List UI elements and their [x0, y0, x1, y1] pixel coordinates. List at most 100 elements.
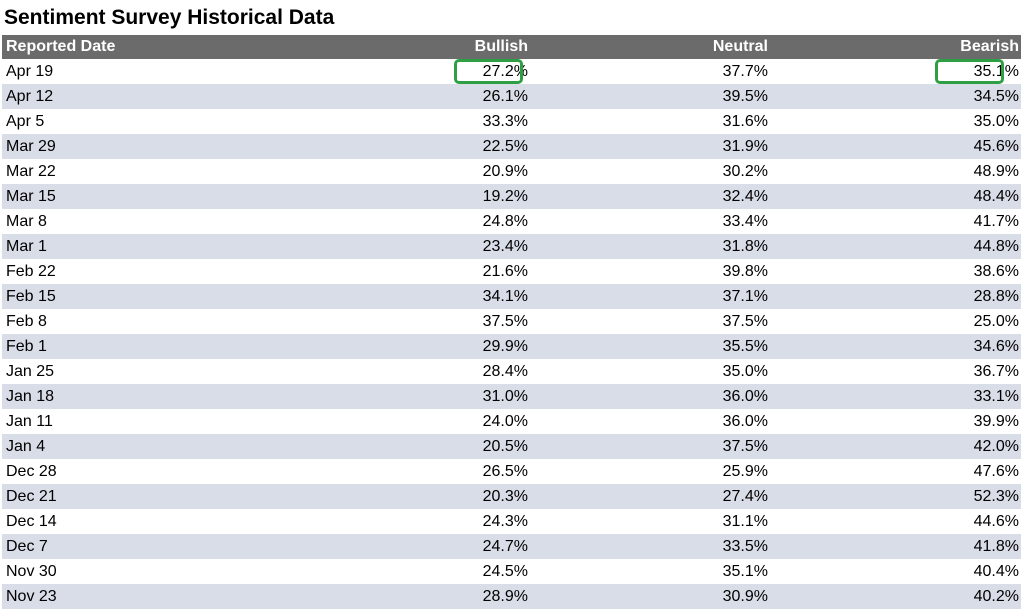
reported-date-cell: Dec 21 — [2, 484, 292, 509]
table-row: Apr 19 27.2% 37.7% 35.1% — [2, 59, 1021, 84]
table-row: Dec 7 24.7% 33.5% 41.8% — [2, 534, 1021, 559]
neutral-cell: 36.0% — [722, 413, 768, 430]
column-header-bullish: Bullish — [292, 35, 530, 59]
bearish-cell: 47.6% — [973, 463, 1019, 480]
bullish-cell: 24.3% — [482, 513, 528, 530]
bullish-cell: 34.1% — [292, 284, 530, 309]
reported-date-cell: Apr 19 — [6, 63, 54, 80]
bearish-cell: 36.7% — [973, 363, 1019, 380]
neutral-cell: 32.4% — [530, 184, 770, 209]
reported-date-cell: Dec 7 — [2, 534, 292, 559]
bearish-cell: 44.6% — [973, 513, 1019, 530]
table-header-row: Reported Date Bullish Neutral Bearish — [2, 35, 1021, 59]
table-row: Mar 1 23.4% 31.8% 44.8% — [2, 234, 1021, 259]
bearish-cell: 40.4% — [973, 563, 1019, 580]
column-header-bearish: Bearish — [770, 35, 1021, 59]
neutral-cell: 31.9% — [530, 134, 770, 159]
bullish-cell: 22.5% — [292, 134, 530, 159]
reported-date-cell: Nov 23 — [2, 584, 292, 609]
bullish-cell: 37.5% — [482, 313, 528, 330]
reported-date-cell: Feb 1 — [2, 334, 292, 359]
neutral-cell: 36.0% — [530, 384, 770, 409]
table-row: Mar 15 19.2% 32.4% 48.4% — [2, 184, 1021, 209]
bearish-cell: 41.7% — [973, 213, 1019, 230]
neutral-cell: 31.8% — [530, 234, 770, 259]
reported-date-cell: Nov 30 — [6, 563, 57, 580]
neutral-cell: 37.1% — [530, 284, 770, 309]
table-row: Jan 25 28.4% 35.0% 36.7% — [2, 359, 1021, 384]
reported-date-cell: Mar 15 — [2, 184, 292, 209]
sentiment-table: Reported Date Bullish Neutral Bearish Ap… — [2, 35, 1021, 609]
table-row: Dec 21 20.3% 27.4% 52.3% — [2, 484, 1021, 509]
bearish-cell: 34.6% — [770, 334, 1021, 359]
reported-date-cell: Dec 28 — [6, 463, 57, 480]
table-row: Feb 22 21.6% 39.8% 38.6% — [2, 259, 1021, 284]
table-row: Dec 14 24.3% 31.1% 44.6% — [2, 509, 1021, 534]
neutral-cell: 30.2% — [722, 163, 768, 180]
bullish-cell: 27.2% — [482, 63, 528, 80]
reported-date-cell: Mar 29 — [2, 134, 292, 159]
table-row: Mar 8 24.8% 33.4% 41.7% — [2, 209, 1021, 234]
table-row: Jan 4 20.5% 37.5% 42.0% — [2, 434, 1021, 459]
neutral-cell: 37.5% — [722, 313, 768, 330]
neutral-cell: 31.6% — [722, 113, 768, 130]
table-row: Nov 30 24.5% 35.1% 40.4% — [2, 559, 1021, 584]
table-row: Feb 8 37.5% 37.5% 25.0% — [2, 309, 1021, 334]
bearish-cell: 45.6% — [770, 134, 1021, 159]
reported-date-cell: Apr 5 — [6, 113, 45, 130]
bullish-cell: 20.5% — [292, 434, 530, 459]
table-body: Apr 19 27.2% 37.7% 35.1% Apr 12 26.1% 39.5% 34.… — [2, 59, 1021, 609]
bearish-cell: 25.0% — [973, 313, 1019, 330]
table-row: Dec 28 26.5% 25.9% 47.6% — [2, 459, 1021, 484]
bearish-cell: 35.0% — [973, 113, 1019, 130]
neutral-cell: 31.1% — [722, 513, 768, 530]
table-row: Apr 12 26.1% 39.5% 34.5% — [2, 84, 1021, 109]
bullish-cell: 33.3% — [482, 113, 528, 130]
reported-date-cell: Jan 18 — [2, 384, 292, 409]
reported-date-cell: Mar 1 — [2, 234, 292, 259]
bullish-cell: 20.9% — [482, 163, 528, 180]
bullish-cell: 26.5% — [482, 463, 528, 480]
bullish-cell: 31.0% — [292, 384, 530, 409]
bearish-cell: 48.9% — [973, 163, 1019, 180]
reported-date-cell: Apr 12 — [2, 84, 292, 109]
neutral-cell: 30.9% — [530, 584, 770, 609]
bearish-cell: 42.0% — [770, 434, 1021, 459]
bearish-cell: 52.3% — [770, 484, 1021, 509]
reported-date-cell: Jan 4 — [2, 434, 292, 459]
neutral-cell: 35.5% — [530, 334, 770, 359]
bearish-cell: 33.1% — [770, 384, 1021, 409]
neutral-cell: 37.5% — [530, 434, 770, 459]
bullish-cell: 24.5% — [482, 563, 528, 580]
bearish-cell: 28.8% — [770, 284, 1021, 309]
neutral-cell: 35.0% — [722, 363, 768, 380]
bullish-cell: 29.9% — [292, 334, 530, 359]
reported-date-cell: Jan 11 — [6, 413, 53, 430]
bullish-cell: 21.6% — [482, 263, 528, 280]
reported-date-cell: Dec 14 — [6, 513, 57, 530]
table-row: Mar 29 22.5% 31.9% 45.6% — [2, 134, 1021, 159]
bullish-cell: 28.9% — [292, 584, 530, 609]
table-row: Nov 23 28.9% 30.9% 40.2% — [2, 584, 1021, 609]
bullish-cell: 24.7% — [292, 534, 530, 559]
bullish-cell: 24.8% — [482, 213, 528, 230]
bullish-cell: 26.1% — [292, 84, 530, 109]
table-row: Jan 11 24.0% 36.0% 39.9% — [2, 409, 1021, 434]
bearish-cell: 40.2% — [770, 584, 1021, 609]
bearish-cell: 39.9% — [973, 413, 1019, 430]
bullish-cell: 24.0% — [482, 413, 528, 430]
table-row: Apr 5 33.3% 31.6% 35.0% — [2, 109, 1021, 134]
reported-date-cell: Mar 8 — [6, 213, 47, 230]
bullish-cell: 20.3% — [292, 484, 530, 509]
reported-date-cell: Feb 15 — [2, 284, 292, 309]
bearish-cell: 48.4% — [770, 184, 1021, 209]
bearish-cell: 34.5% — [770, 84, 1021, 109]
column-header-reported-date: Reported Date — [2, 35, 292, 59]
bearish-cell: 41.8% — [770, 534, 1021, 559]
bullish-cell: 28.4% — [482, 363, 528, 380]
neutral-cell: 33.4% — [722, 213, 768, 230]
table-row: Mar 22 20.9% 30.2% 48.9% — [2, 159, 1021, 184]
neutral-cell: 27.4% — [530, 484, 770, 509]
neutral-cell: 37.7% — [722, 63, 768, 80]
neutral-cell: 39.8% — [722, 263, 768, 280]
